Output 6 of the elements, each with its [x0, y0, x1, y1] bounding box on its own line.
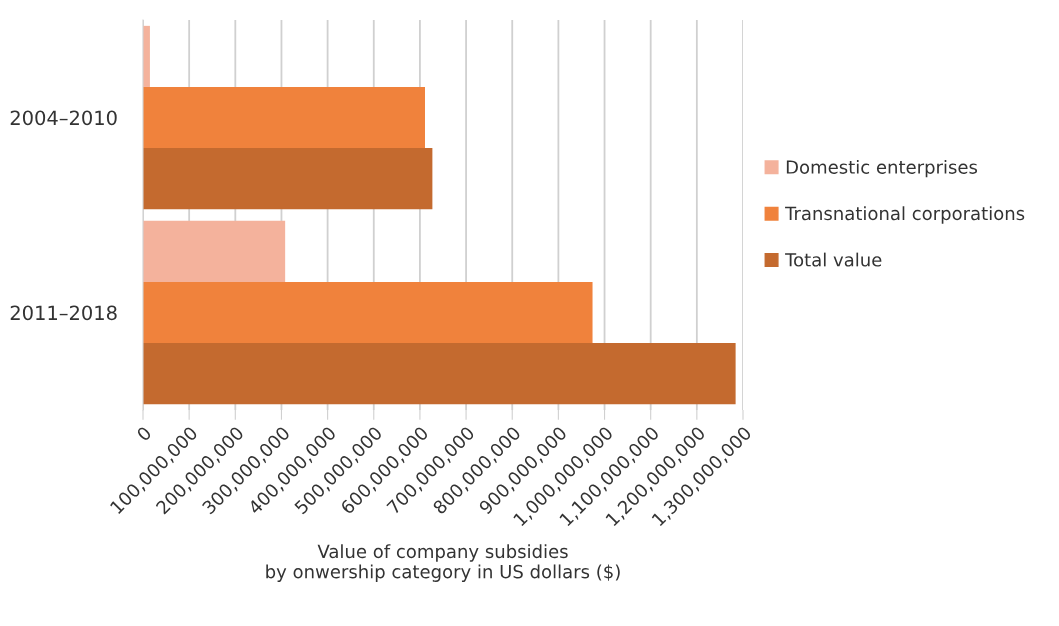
- legend-label: Domestic enterprises: [786, 159, 978, 178]
- legend-label: Transnational corporations: [785, 206, 1025, 224]
- x-axis-title: Value of company subsidies by onwership category in US dollars ($): [266, 544, 620, 582]
- y-tick-label: 2004–2010: [10, 110, 117, 126]
- legend-label: Total value: [785, 252, 882, 267]
- y-tick-label: 2011–2018: [10, 305, 117, 321]
